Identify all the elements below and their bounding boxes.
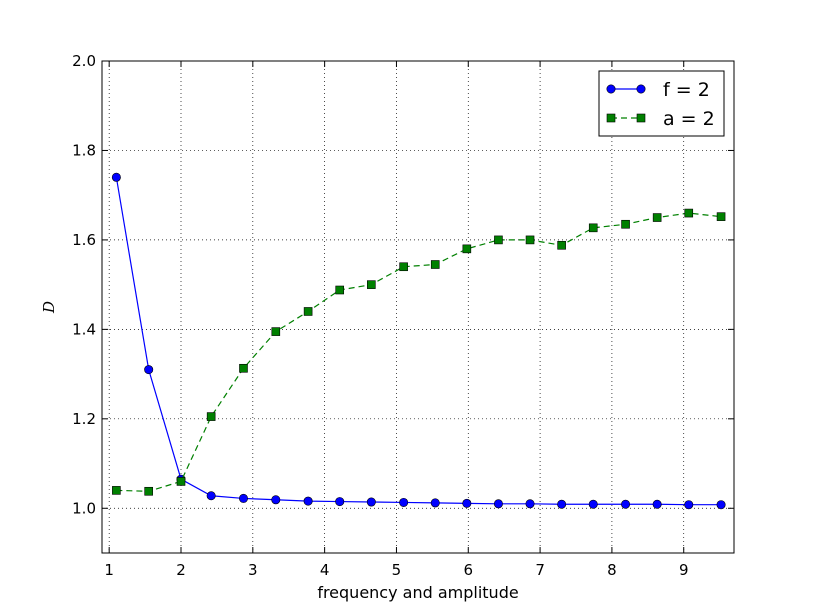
data-point: [588, 223, 598, 233]
x-tick-label: 3: [248, 561, 258, 579]
data-point: [525, 235, 535, 245]
data-point: [271, 327, 281, 336]
data-point: [335, 285, 345, 295]
legend-entry: f = 2: [606, 79, 710, 101]
data-point: [399, 262, 408, 272]
x-axis-label: frequency and amplitude: [317, 583, 518, 602]
data-point: [206, 412, 216, 421]
data-point: [494, 235, 503, 245]
data-point: [176, 477, 186, 486]
data-point: [144, 486, 153, 496]
x-tick-label: 1: [104, 561, 114, 579]
series-line: [115, 177, 722, 506]
legend-label: f = 2: [663, 79, 710, 101]
legend-marker: [636, 84, 646, 94]
data-point: [367, 280, 376, 289]
legend-box: [598, 70, 725, 137]
ticks: 1 2 3 4 5 6 7 8 9 1.0 1.2 1.4 1.6 1.8 2.0: [72, 52, 734, 579]
data-point: [239, 363, 248, 373]
x-tick-label: 9: [679, 561, 689, 579]
y-tick-label: 1.0: [72, 499, 96, 517]
data-point: [238, 493, 248, 503]
x-tick-label: 2: [176, 561, 186, 579]
x-tick-label: 6: [463, 561, 473, 579]
series-1: [111, 172, 726, 510]
data-point: [303, 307, 313, 316]
y-tick-label: 2.0: [72, 52, 96, 70]
data-point: [112, 486, 121, 495]
x-tick-label: 4: [320, 561, 330, 579]
data-point: [144, 365, 154, 375]
data-point: [621, 219, 630, 229]
data-point: [652, 499, 662, 509]
x-tick-label: 8: [607, 561, 617, 579]
plot-frame: [101, 60, 735, 554]
data-point: [366, 497, 376, 507]
data-point: [652, 213, 662, 222]
data-point: [716, 500, 726, 510]
y-tick-label: 1.6: [72, 231, 96, 249]
data-point: [271, 495, 281, 505]
data-point: [493, 499, 503, 509]
legend-marker: [606, 113, 616, 123]
data-point: [557, 240, 566, 250]
data-point: [525, 499, 535, 509]
legend-marker: [636, 113, 646, 123]
y-axis-label: D: [40, 301, 58, 314]
data-point: [111, 172, 121, 182]
series-line: [116, 212, 722, 492]
data-point: [684, 208, 694, 218]
data-point: [430, 260, 440, 269]
legend-label: a = 2: [663, 108, 715, 130]
legend-marker: [606, 84, 616, 94]
data-point: [684, 500, 694, 510]
data-point: [303, 496, 313, 506]
data-point: [206, 491, 216, 501]
data-point: [430, 498, 440, 508]
series-layer: [111, 172, 726, 510]
data-point: [621, 499, 631, 509]
legend-entry: a = 2: [606, 108, 715, 130]
data-point: [335, 497, 345, 507]
y-tick-label: 1.8: [72, 141, 96, 159]
series-2: [112, 208, 726, 496]
y-tick-label: 1.4: [72, 320, 96, 338]
legend: f = 2 a = 2: [598, 70, 725, 137]
data-point: [462, 498, 472, 508]
data-point: [557, 499, 567, 509]
x-tick-label: 7: [535, 561, 545, 579]
data-point: [716, 212, 726, 221]
y-tick-label: 1.2: [72, 410, 96, 428]
data-point: [588, 499, 598, 509]
data-point: [462, 244, 472, 254]
data-point: [399, 497, 409, 507]
x-tick-label: 5: [392, 561, 402, 579]
